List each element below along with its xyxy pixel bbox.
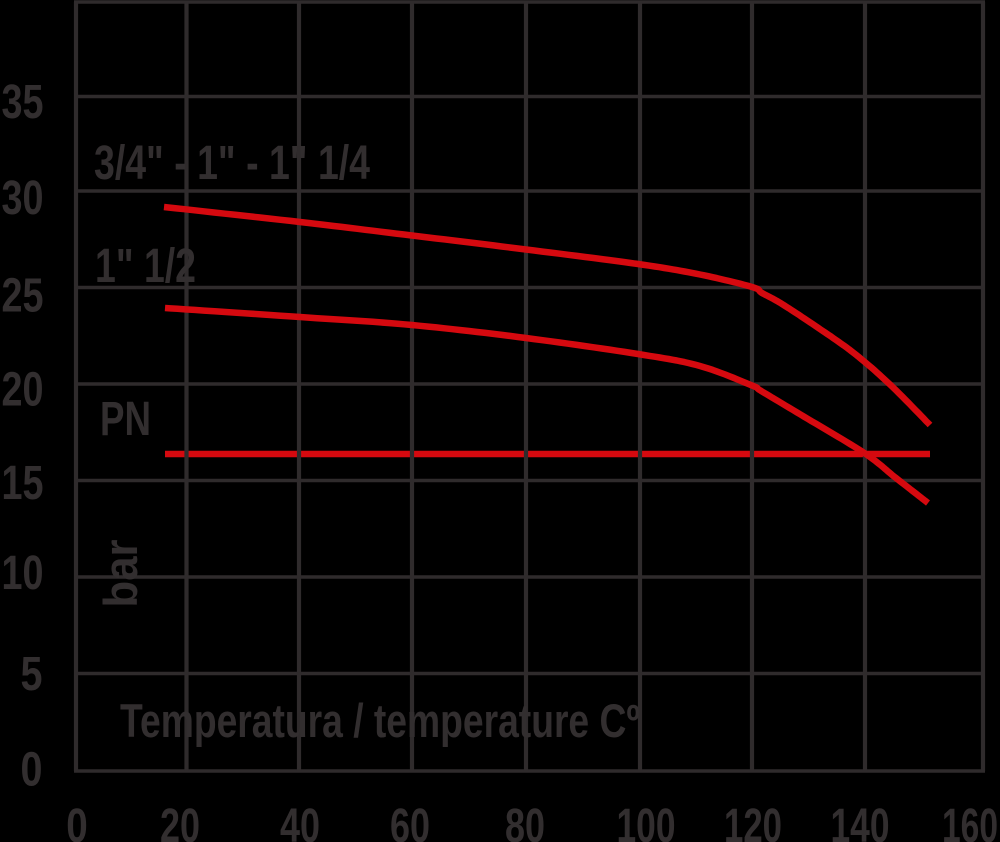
svg-text:5: 5 (21, 648, 43, 701)
svg-text:0: 0 (21, 744, 43, 797)
svg-text:100: 100 (617, 800, 676, 842)
svg-text:0: 0 (66, 800, 88, 842)
svg-text:20: 20 (2, 364, 44, 417)
svg-text:10: 10 (2, 547, 44, 600)
svg-text:15: 15 (2, 457, 44, 510)
svg-text:35: 35 (2, 76, 44, 129)
svg-text:20: 20 (160, 800, 200, 842)
svg-text:140: 140 (831, 800, 890, 842)
svg-text:40: 40 (280, 800, 320, 842)
svg-text:bar: bar (94, 540, 147, 608)
svg-text:30: 30 (2, 172, 44, 225)
svg-text:Temperatura / temperature Cº: Temperatura / temperature Cº (120, 694, 640, 747)
svg-text:160: 160 (942, 800, 998, 842)
svg-text:60: 60 (390, 800, 430, 842)
svg-text:120: 120 (724, 800, 782, 842)
svg-text:PN: PN (100, 393, 151, 446)
svg-text:80: 80 (505, 800, 545, 842)
svg-text:3/4" - 1" - 1" 1/4: 3/4" - 1" - 1" 1/4 (94, 137, 370, 190)
svg-text:25: 25 (2, 270, 44, 323)
svg-text:1" 1/2: 1" 1/2 (95, 240, 196, 293)
